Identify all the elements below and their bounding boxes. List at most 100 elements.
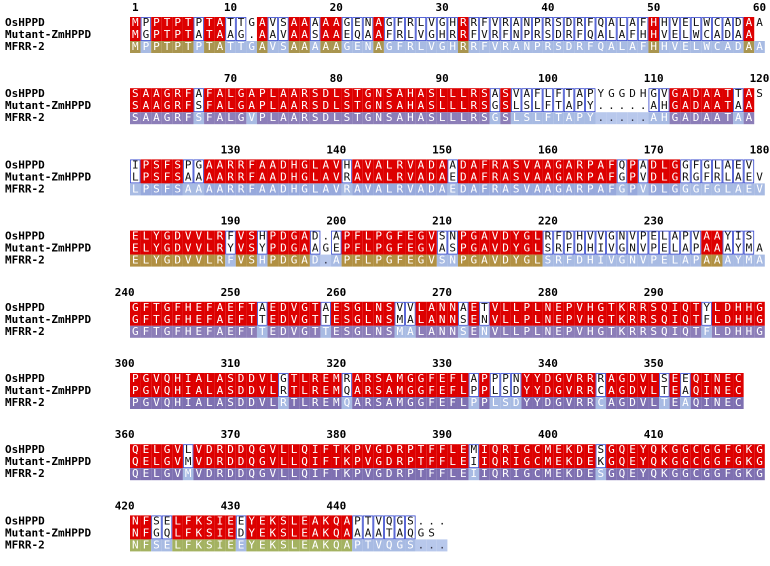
mfrr-box (193, 539, 205, 552)
mfrr-box (447, 325, 458, 338)
mfrr-box (542, 325, 554, 338)
mfrr-box (436, 254, 448, 267)
mfrr-box (161, 325, 173, 338)
mfrr-box (267, 325, 279, 338)
similarity-frame (182, 444, 194, 469)
mfrr-box (299, 254, 310, 267)
identity-box (331, 17, 342, 41)
identity-box (479, 88, 490, 113)
mfrr-box (362, 468, 374, 481)
identity-box (309, 444, 321, 469)
similarity-frame (489, 88, 501, 113)
mfrr-box (299, 325, 310, 338)
identity-box (606, 159, 617, 184)
sequence-name: Mutant-ZmHPPD (5, 242, 91, 255)
mfrr-box (246, 112, 257, 125)
similarity-frame (384, 515, 395, 540)
identity-box (457, 159, 469, 184)
identity-box (151, 301, 162, 326)
mfrr-box (521, 112, 533, 125)
mfrr-box (690, 183, 702, 196)
position-number: 200 (326, 215, 346, 228)
identity-box (722, 444, 734, 469)
mfrr-box (595, 183, 607, 196)
identity-box (373, 159, 384, 184)
mfrr-box (151, 468, 162, 481)
mfrr-box (457, 468, 469, 481)
identity-box (140, 159, 152, 184)
identity-box (457, 88, 469, 113)
identity-box (743, 88, 755, 113)
similarity-frame (193, 159, 204, 184)
mfrr-box (680, 183, 691, 196)
identity-box (447, 444, 458, 469)
similarity-frame (553, 88, 564, 113)
identity-box (733, 373, 744, 397)
mfrr-box (436, 183, 448, 196)
mfrr-box (426, 325, 437, 338)
identity-box (542, 301, 554, 326)
mfrr-box (479, 468, 490, 481)
identity-box (362, 373, 374, 397)
mfrr-box (733, 397, 744, 409)
mfrr-box (436, 325, 448, 338)
mfrr-box (394, 468, 406, 481)
mfrr-box (500, 112, 511, 125)
similarity-frame (341, 17, 353, 41)
mfrr-box (521, 325, 533, 338)
sequence-name: MFRR-2 (5, 40, 45, 53)
identity-box (278, 88, 289, 113)
identity-box (553, 159, 564, 184)
similarity-frame (701, 301, 712, 326)
position-number: 170 (644, 143, 664, 156)
identity-box (553, 373, 564, 397)
mfrr-box (352, 112, 363, 125)
mfrr-box (680, 468, 691, 481)
sequence-name: OsHPPD (5, 443, 45, 456)
mfrr-box (383, 539, 395, 552)
identity-box (415, 444, 427, 469)
identity-box (267, 444, 279, 469)
mfrr-box (426, 41, 437, 53)
mfrr-box (648, 183, 659, 196)
mfrr-box (500, 468, 511, 481)
sequence-name: MFRR-2 (5, 325, 45, 338)
identity-box (278, 301, 289, 326)
identity-box (405, 159, 416, 184)
mfrr-box (563, 254, 575, 267)
similarity-frame (267, 17, 279, 41)
identity-box (436, 159, 448, 184)
identity-box (130, 230, 141, 255)
similarity-frame (225, 230, 236, 255)
identity-box (711, 373, 723, 397)
identity-box (151, 88, 162, 113)
position-number: 140 (326, 143, 346, 156)
mfrr-box (225, 539, 236, 552)
sequence-name: OsHPPD (5, 301, 45, 314)
identity-box (394, 230, 406, 255)
mfrr-box (172, 254, 183, 267)
mfrr-box (225, 254, 236, 267)
similarity-frame (352, 515, 363, 540)
identity-box (521, 301, 533, 326)
mfrr-box (711, 41, 723, 53)
identity-box (182, 17, 194, 41)
identity-box (648, 444, 659, 469)
identity-box (161, 301, 173, 326)
similarity-frame (405, 515, 416, 540)
mfrr-box (659, 397, 670, 409)
mfrr-box (151, 325, 162, 338)
mfrr-box (246, 397, 257, 409)
similarity-frame (690, 230, 702, 255)
mfrr-box (595, 41, 607, 53)
mfrr-box (701, 397, 712, 409)
mfrr-box (373, 112, 384, 125)
identity-box (606, 301, 617, 326)
mfrr-box (468, 468, 480, 481)
identity-box (309, 88, 321, 113)
identity-box (574, 373, 585, 397)
similarity-frame (447, 17, 458, 41)
mfrr-box (489, 112, 501, 125)
